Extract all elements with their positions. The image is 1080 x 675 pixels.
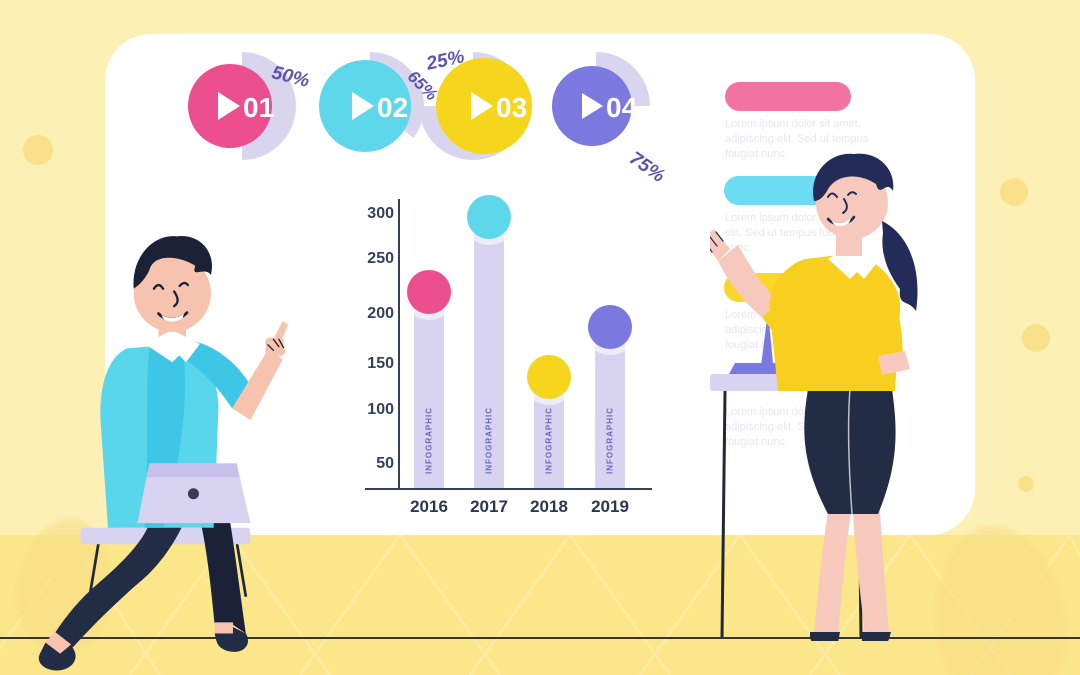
svg-text:02: 02 <box>377 92 408 123</box>
svg-text:04: 04 <box>606 92 638 123</box>
svg-text:01: 01 <box>243 92 274 123</box>
svg-text:03: 03 <box>496 92 527 123</box>
